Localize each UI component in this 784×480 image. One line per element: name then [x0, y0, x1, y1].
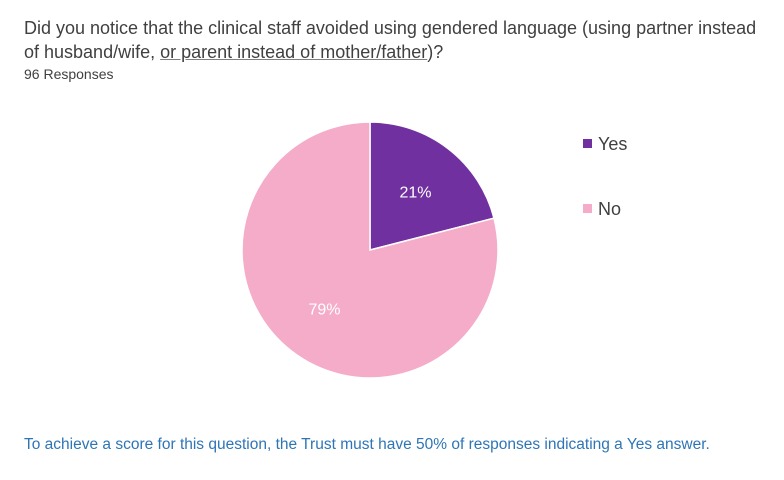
pie-label-yes: 21%	[399, 184, 431, 201]
pie-slices	[241, 121, 499, 379]
question-text-part3: )?	[427, 42, 444, 62]
legend-swatch-yes	[583, 139, 592, 148]
pie-slice-yes	[369, 121, 495, 251]
pie-chart: 21% 79% Yes No	[241, 121, 627, 379]
scoring-footnote: To achieve a score for this question, th…	[24, 436, 710, 453]
response-count: 96 Responses	[24, 66, 114, 82]
legend-swatch-no	[583, 204, 592, 213]
pie-data-labels: 21% 79%	[308, 184, 431, 318]
pie-slice-no	[241, 121, 499, 379]
question-text-part2: or parent instead of mother/father	[160, 42, 428, 62]
chart-legend: Yes No	[583, 134, 627, 219]
legend-label-yes: Yes	[598, 134, 627, 154]
pie-label-no: 79%	[308, 302, 340, 319]
question-title: Did you notice that the clinical staff a…	[24, 16, 764, 64]
legend-label-no: No	[598, 199, 621, 219]
question-text-part1: Did you notice that the clinical staff a…	[24, 18, 757, 62]
